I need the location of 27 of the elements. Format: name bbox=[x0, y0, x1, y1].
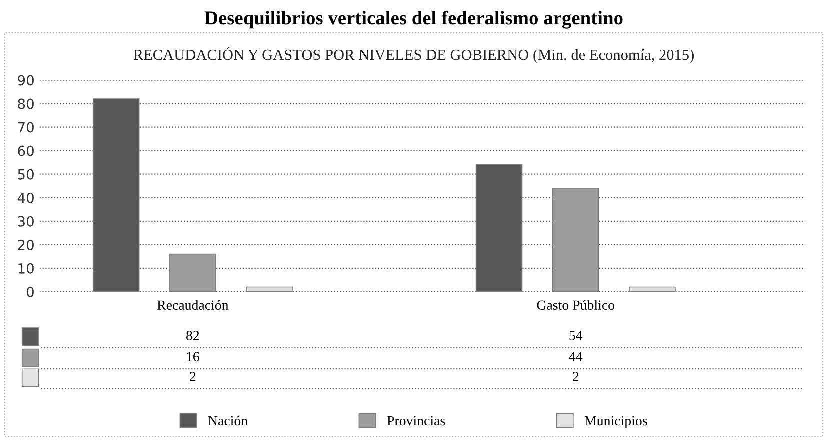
y-tick-label: 60 bbox=[18, 146, 34, 156]
chart-subtitle: RECAUDACIÓN Y GASTOS POR NIVELES DE GOBIERNO (Min. de Economía, 2015) bbox=[134, 46, 694, 64]
bar bbox=[246, 286, 293, 292]
data-label: 2 bbox=[190, 372, 196, 382]
y-tick-label: 70 bbox=[18, 122, 34, 133]
x-tick-label: Gasto Público bbox=[537, 300, 614, 310]
legend-label: Municipios bbox=[584, 416, 648, 428]
bar bbox=[552, 188, 600, 292]
y-tick-label: 80 bbox=[18, 98, 34, 110]
legend-label: Nación bbox=[208, 416, 248, 426]
chart-title: Desequilibrios verticales del federalismo argentino bbox=[204, 10, 623, 29]
y-tick-label: 30 bbox=[18, 216, 34, 227]
data-label: 2 bbox=[573, 372, 579, 382]
data-label: 82 bbox=[186, 331, 200, 340]
data-label: 16 bbox=[187, 352, 200, 362]
x-tick-label: Recaudación bbox=[157, 300, 229, 310]
y-tick-label: 90 bbox=[18, 75, 34, 86]
y-tick-label: 40 bbox=[18, 192, 34, 204]
y-tick-label: 0 bbox=[26, 286, 34, 298]
legend-label: Provincias bbox=[387, 416, 446, 426]
data-label: 44 bbox=[569, 352, 583, 362]
y-tick-label: 20 bbox=[18, 240, 34, 250]
y-tick-label: 50 bbox=[18, 169, 34, 180]
y-tick-label: 10 bbox=[18, 263, 34, 274]
bar bbox=[629, 286, 676, 292]
data-label: 54 bbox=[570, 331, 583, 340]
bar bbox=[170, 254, 216, 292]
